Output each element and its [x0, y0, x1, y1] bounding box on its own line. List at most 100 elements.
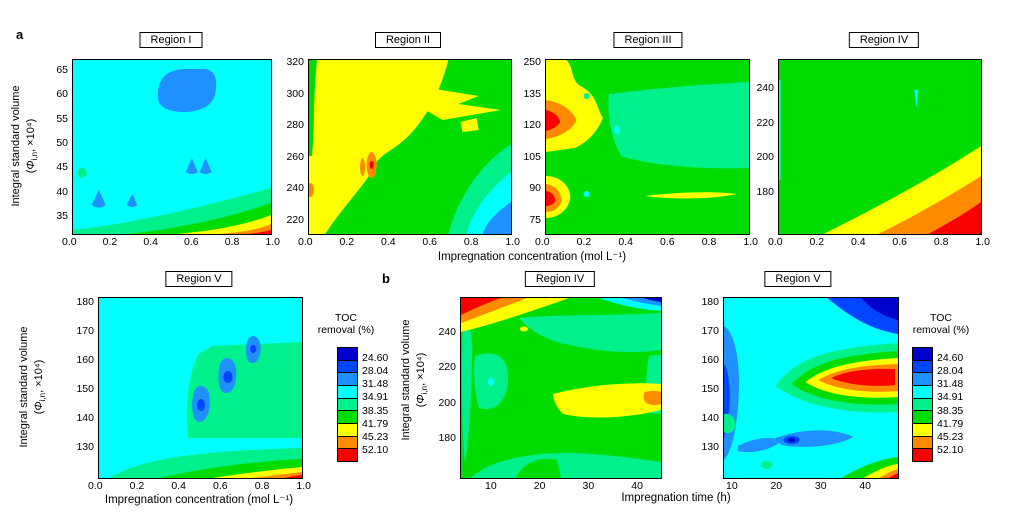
- x-axis-ticks-region-v-b: 10 20 30 40: [726, 480, 871, 492]
- tick-label: 130: [701, 441, 719, 453]
- x-axis-ticks-region-iv: 0.0 0.2 0.4 0.6 0.8 1.0: [768, 236, 990, 248]
- y-axis-ticks-region-iv: 240 220 200 180: [738, 82, 774, 198]
- tick-label: 60: [56, 88, 68, 101]
- colorbar-level: 28.04: [362, 365, 389, 378]
- y-axis-label-line2: (Φi,n, ×10⁴): [33, 359, 48, 415]
- colorbar-b: [912, 347, 933, 462]
- tick-label: 90: [529, 182, 541, 195]
- tick-label: 30: [814, 480, 827, 492]
- tick-label: 0.0: [768, 236, 783, 248]
- tick-label: 40: [859, 480, 871, 492]
- tick-label: 240: [756, 82, 774, 94]
- contour-region-i: [73, 60, 271, 234]
- contour-region-iv-b: [461, 298, 661, 478]
- y-axis-ticks-region-iii: 250 135 120 105 90 75: [505, 56, 541, 226]
- tick-label: 0.0: [535, 236, 550, 248]
- contour-plot-region-iv-b: [460, 297, 662, 479]
- x-axis-ticks-region-v-a: 0.0 0.2 0.4 0.6 0.8 1.0: [88, 480, 311, 492]
- y-axis-ticks-region-v-b: 180 170 160 150 140 130: [683, 296, 719, 453]
- tick-label: 0.6: [660, 236, 675, 248]
- tick-label: 0.2: [339, 236, 355, 248]
- tick-label: 0.4: [618, 236, 633, 248]
- contour-region-ii: [309, 60, 511, 234]
- tick-label: 0.4: [143, 236, 158, 248]
- y-axis-ticks-region-ii: 320 300 280 260 240 220: [268, 56, 304, 226]
- tick-label: 0.6: [213, 480, 228, 492]
- plot-title-region-iv-b: Region IV: [524, 271, 596, 287]
- x-axis-label-concentration-row1: Impregnation concentration (mol L⁻¹): [437, 251, 627, 263]
- colorbar-labels-b: 24.60 28.04 31.48 34.91 38.35 41.79 45.23 52.10: [937, 352, 963, 456]
- tick-label: 45: [56, 161, 68, 174]
- plot-title-region-v-a: Region V: [165, 271, 233, 287]
- colorbar-band: [338, 424, 357, 437]
- colorbar-band: [913, 424, 932, 437]
- tick-label: 200: [756, 151, 774, 164]
- tick-label: 0.0: [88, 480, 103, 492]
- tick-label: 180: [701, 296, 719, 308]
- colorbar-labels-a: 24.60 28.04 31.48 34.91 38.35 41.79 45.23 52.10: [362, 352, 388, 456]
- tick-label: 240: [286, 182, 304, 195]
- y-axis-label-line1: Integral standard volume: [400, 319, 412, 441]
- tick-label: 135: [523, 87, 541, 100]
- colorbar-level: 52.10: [362, 443, 389, 456]
- tick-label: 40: [56, 185, 68, 198]
- colorbar-level: 28.04: [937, 365, 964, 378]
- tick-label: 260: [286, 150, 304, 163]
- tick-label: 300: [286, 87, 304, 100]
- colorbar-title-line1: TOC: [930, 312, 952, 324]
- colorbar-title-line2: removal (%): [317, 324, 375, 336]
- tick-label: 0.6: [422, 236, 438, 248]
- plot-title-region-iii: Region III: [613, 32, 683, 48]
- tick-label: 55: [56, 112, 68, 125]
- contour-plot-region-v-b: [723, 297, 899, 479]
- colorbar-title-line2: removal (%): [912, 324, 970, 336]
- y-axis-label-region-v-a: Integral standard volume (Φi,n, ×10⁴): [17, 292, 51, 482]
- colorbar-level: 31.48: [362, 378, 389, 391]
- tick-label: 10: [726, 480, 738, 492]
- tick-label: 220: [286, 213, 304, 226]
- contour-plot-region-i: [72, 59, 272, 235]
- tick-label: 75: [529, 213, 541, 226]
- colorbar-band: [338, 398, 357, 412]
- contour-plot-region-v-a: [98, 297, 303, 479]
- colorbar-band: [913, 449, 932, 462]
- colorbar-band: [338, 449, 357, 462]
- colorbar-level: 24.60: [937, 352, 964, 364]
- tick-label: 0.0: [298, 236, 313, 248]
- tick-label: 20: [533, 480, 546, 492]
- tick-label: 140: [76, 412, 94, 424]
- tick-label: 200: [438, 396, 456, 409]
- colorbar-level: 41.79: [937, 417, 964, 430]
- tick-label: 280: [286, 119, 304, 132]
- tick-label: 220: [756, 116, 774, 129]
- tick-label: 140: [701, 412, 719, 424]
- tick-label: 0.4: [171, 480, 186, 492]
- tick-label: 150: [701, 383, 719, 395]
- tick-label: 220: [438, 361, 456, 374]
- panel-b-label: b: [382, 271, 390, 286]
- tick-label: 320: [286, 56, 304, 68]
- plot-title-region-iv: Region IV: [848, 32, 920, 48]
- tick-label: 1.0: [743, 236, 758, 248]
- colorbar-band: [913, 411, 932, 425]
- tick-label: 0.2: [809, 236, 825, 248]
- tick-label: 20: [770, 480, 783, 492]
- y-axis-ticks-region-iv-b: 240 220 200 180: [420, 326, 456, 444]
- plot-title-region-i: Region I: [139, 32, 203, 48]
- colorbar-level: 52.10: [937, 443, 964, 456]
- colorbar-level: 45.23: [937, 430, 964, 443]
- x-axis-ticks-region-ii: 0.0 0.2 0.4 0.6 0.8 1.0: [298, 236, 520, 248]
- colorbar-level: 38.35: [937, 404, 964, 417]
- tick-label: 170: [76, 325, 94, 337]
- tick-label: 65: [56, 64, 68, 76]
- x-axis-ticks-region-i: 0.0 0.2 0.4 0.6 0.8 1.0: [62, 236, 280, 248]
- tick-label: 0.8: [701, 236, 717, 248]
- tick-label: 10: [485, 480, 497, 492]
- panel-a-label: a: [16, 27, 24, 42]
- tick-label: 0.6: [892, 236, 908, 248]
- tick-label: 1.0: [505, 236, 520, 248]
- contour-region-iii: [546, 60, 749, 234]
- plot-title-region-ii: Region II: [374, 32, 442, 48]
- contour-plot-region-iv-a: [778, 59, 982, 235]
